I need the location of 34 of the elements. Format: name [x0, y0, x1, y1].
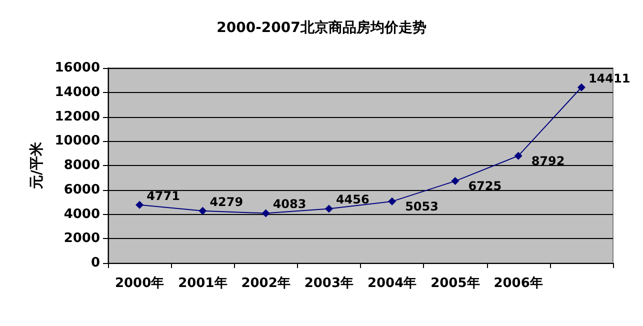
point — [388, 197, 396, 206]
point — [136, 200, 144, 209]
x-tick-label: 2004年 — [367, 276, 417, 291]
y-tick-label: 4000 — [64, 206, 100, 222]
data-label: 4279 — [210, 194, 244, 209]
data-label: 6725 — [468, 179, 502, 194]
y-tick-label: 2000 — [64, 231, 100, 246]
y-tick-label: 8000 — [64, 158, 100, 173]
data-label: 4456 — [336, 192, 370, 207]
y-tick-label: 6000 — [64, 182, 100, 198]
data-label: 4083 — [272, 197, 306, 212]
point — [262, 209, 270, 218]
y-tick-label: 16000 — [54, 60, 100, 76]
y-tick-label: 0 — [90, 256, 100, 270]
y-axis-title: 元/平米 — [28, 140, 45, 190]
x-tick-label: 2005年 — [430, 276, 480, 291]
y-tick-label: 12000 — [54, 109, 100, 124]
x-tick-label: 2001年 — [178, 276, 228, 291]
point — [577, 83, 586, 92]
data-label: 4771 — [146, 188, 180, 203]
x-tick-label: 2003年 — [304, 276, 354, 291]
y-tick-label: 14000 — [54, 84, 100, 100]
point — [451, 177, 460, 186]
data-label: 5053 — [405, 199, 438, 214]
y-tick-label: 10000 — [54, 134, 100, 149]
point — [324, 204, 333, 213]
x-tick-label: 2006年 — [494, 276, 543, 291]
x-tick-label: 2000年 — [114, 276, 164, 291]
chart-title: 2000-2007北京商品房均价走势 — [216, 19, 426, 36]
data-label: 14411 — [588, 71, 630, 86]
point — [198, 206, 207, 215]
point — [514, 152, 522, 160]
x-tick-label: 2002年 — [241, 276, 290, 291]
data-label: 8792 — [531, 154, 565, 168]
